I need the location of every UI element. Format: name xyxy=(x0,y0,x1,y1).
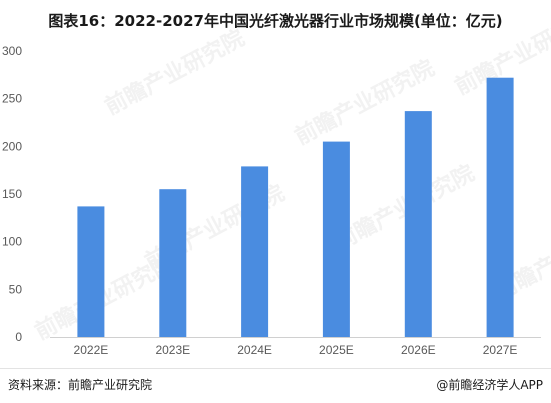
x-tick-label: 2023E xyxy=(155,343,190,357)
y-tick-label: 50 xyxy=(9,282,23,296)
x-tick-label: 2026E xyxy=(401,343,436,357)
bar xyxy=(241,166,269,337)
bar xyxy=(486,77,514,337)
credit-note: @前瞻经济学人APP xyxy=(436,378,543,392)
chart-title: 图表16：2022-2027年中国光纤激光器行业市场规模(单位：亿元) xyxy=(48,12,503,30)
y-tick-label: 0 xyxy=(15,330,22,344)
y-tick-label: 150 xyxy=(2,187,22,201)
watermark-text: 前瞻产业研究院 xyxy=(31,250,179,345)
x-tick-label: 2022E xyxy=(74,343,109,357)
bar xyxy=(159,189,187,337)
y-tick-label: 100 xyxy=(2,235,22,249)
bar xyxy=(77,206,105,337)
x-tick-label: 2024E xyxy=(237,343,272,357)
watermark-text: 前瞻产业研究院 xyxy=(101,25,249,120)
x-tick-label: 2025E xyxy=(319,343,354,357)
source-note: 资料来源：前瞻产业研究院 xyxy=(8,378,153,392)
y-axis: 0 50 100 150 200 250 300 xyxy=(2,44,22,344)
watermark-text: 前瞻产业研究院 xyxy=(331,160,479,255)
x-axis: 2022E 2023E 2024E 2025E 2026E 2027E xyxy=(74,343,518,357)
y-tick-label: 300 xyxy=(2,44,22,58)
bar xyxy=(322,141,350,337)
x-tick-label: 2027E xyxy=(483,343,518,357)
bar xyxy=(404,111,432,337)
y-tick-label: 200 xyxy=(2,139,22,153)
footer-divider xyxy=(0,368,551,369)
bars xyxy=(77,77,514,337)
y-tick-label: 250 xyxy=(2,92,22,106)
